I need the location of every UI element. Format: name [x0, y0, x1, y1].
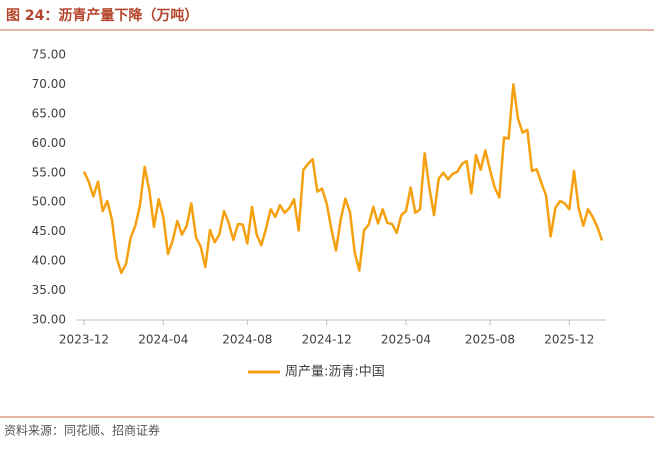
y-tick-label: 45.00: [32, 224, 66, 238]
y-tick-label: 55.00: [32, 165, 66, 179]
legend-label: 周产量:沥青:中国: [285, 365, 385, 380]
y-tick-label: 40.00: [32, 254, 66, 268]
x-tick-label: 2025-12: [544, 333, 594, 347]
title: 图 24：沥青产量下降（万吨）: [6, 7, 198, 24]
y-tick-label: 35.00: [32, 283, 66, 297]
source: 资料来源：同花顺、招商证券: [4, 423, 160, 438]
y-tick-label: 60.00: [32, 136, 66, 150]
x-tick-label: 2025-08: [465, 333, 515, 347]
y-tick-label: 50.00: [32, 195, 66, 209]
y-tick-label: 65.00: [32, 106, 66, 120]
x-tick-label: 2024-04: [138, 333, 188, 347]
x-tick-label: 2024-12: [302, 333, 352, 347]
x-tick-label: 2025-04: [381, 333, 431, 347]
y-tick-label: 75.00: [32, 48, 66, 62]
x-tick-label: 2024-08: [222, 333, 272, 347]
x-tick-label: 2023-12: [59, 333, 109, 347]
series-line: [82, 83, 604, 275]
y-tick-label: 30.00: [32, 313, 66, 327]
y-tick-label: 70.00: [32, 77, 66, 91]
